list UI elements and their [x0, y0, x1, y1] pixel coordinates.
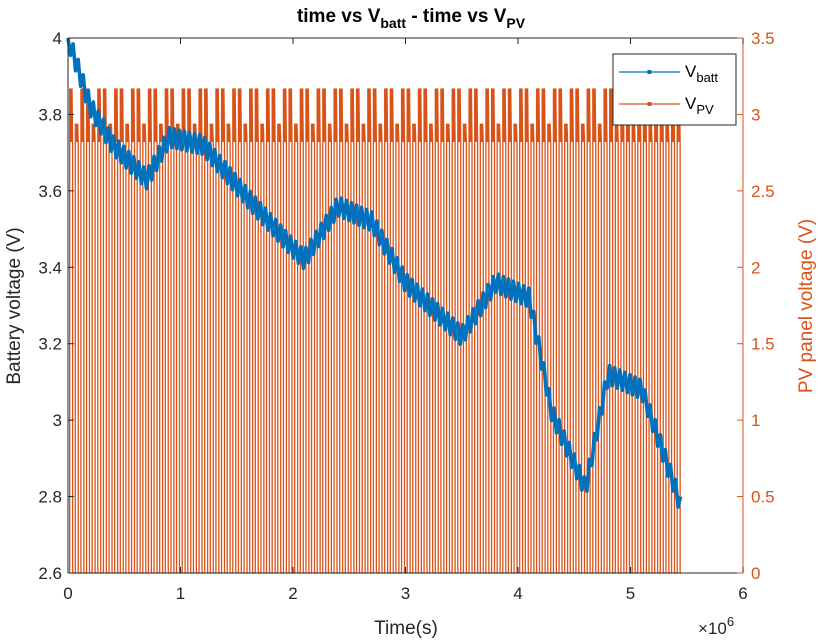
right-y-ticks: 0 0.5 1 1.5 2 2.5 3 3.5: [737, 29, 775, 583]
left-y-tick-label: 3.8: [38, 105, 62, 124]
legend: Vbatt VPV: [612, 53, 737, 126]
x-axis-exponent: ×106: [698, 614, 734, 638]
legend-marker-vbatt: [647, 70, 652, 74]
right-y-tick-label: 0: [751, 564, 760, 583]
right-y-tick-label: 1.5: [751, 335, 775, 354]
x-ticks: 0 1 2 3 4 5 6: [63, 38, 748, 603]
series-line-vbatt: [66, 37, 683, 509]
right-y-axis-title: PV panel voltage (V): [796, 219, 817, 393]
right-y-tick-label: 1: [751, 411, 760, 430]
left-y-tick-label: 3.6: [38, 182, 62, 201]
legend-label-vpv: VPV: [685, 94, 714, 117]
left-y-tick-label: 2.6: [38, 564, 62, 583]
left-y-tick-label: 3.2: [38, 335, 62, 354]
legend-label-vbatt: Vbatt: [685, 62, 718, 85]
left-y-axis-title: Battery voltage (V): [4, 227, 25, 384]
x-tick-label: 6: [738, 584, 747, 603]
left-y-tick-label: 3: [53, 411, 62, 430]
series-line-vpv: [69, 88, 682, 574]
x-tick-label: 4: [513, 584, 522, 603]
left-y-tick-label: 2.8: [38, 488, 62, 507]
right-y-tick-label: 2: [751, 258, 760, 277]
left-y-tick-label: 3.4: [38, 258, 62, 277]
left-y-ticks: 2.6 2.8 3 3.2 3.4 3.6 3.8 4: [38, 29, 74, 583]
right-y-tick-label: 2.5: [751, 182, 775, 201]
legend-marker-vpv: [647, 102, 652, 106]
legend-box: [612, 53, 737, 126]
x-tick-label: 1: [176, 584, 185, 603]
x-tick-label: 0: [63, 584, 72, 603]
x-tick-label: 5: [626, 584, 635, 603]
chart-title: time vs Vbatt - time vs VPV: [297, 6, 526, 31]
right-y-tick-label: 0.5: [751, 488, 775, 507]
right-y-tick-label: 3.5: [751, 29, 775, 48]
left-y-tick-label: 4: [53, 29, 62, 48]
plot-area: [66, 37, 683, 574]
x-tick-label: 2: [288, 584, 297, 603]
x-axis-title: Time(s): [374, 618, 438, 639]
x-tick-label: 3: [401, 584, 410, 603]
right-y-tick-label: 3: [751, 105, 760, 124]
